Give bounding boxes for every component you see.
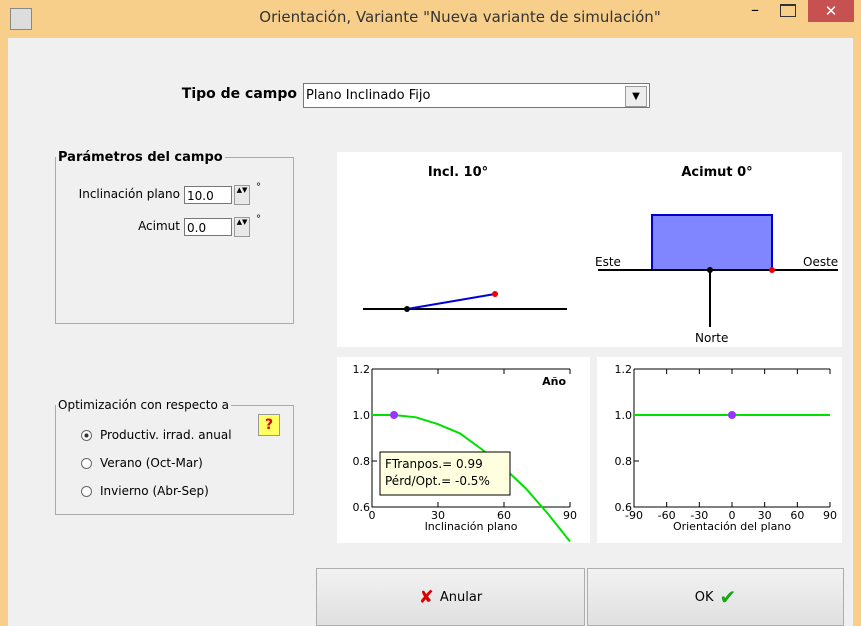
optimization-group: Optimización con respecto a — [55, 398, 294, 515]
x-tick-label: 60 — [497, 509, 511, 522]
params-group: Parámetros del campo — [55, 150, 294, 324]
x-tick-label: 90 — [823, 509, 837, 522]
field-label: Inclinación plano — [78, 187, 180, 201]
radio[interactable] — [81, 430, 92, 441]
curve — [372, 414, 571, 543]
corner-label: Año — [542, 375, 566, 388]
help-button[interactable]: ? — [258, 414, 280, 436]
x-tick-label: 0 — [369, 509, 376, 522]
tilt-chart: 0.6 0.8 1.0 1.2 0 30 60 90 Inclinación plano Año F… — [337, 357, 590, 543]
y-tick-label: 0.8 — [615, 455, 633, 468]
cancel-label: Anular — [439, 589, 483, 605]
field-unit: ° — [256, 214, 261, 225]
pivot-dot — [404, 306, 410, 312]
field-label: Acimut — [138, 219, 180, 233]
annotation-text: FTranpos.= 0.99 — [385, 457, 483, 471]
x-tick-label: 30 — [758, 509, 772, 522]
incl-label: Incl. 10° — [428, 165, 488, 180]
x-tick-label: 30 — [431, 509, 445, 522]
cancel-button[interactable]: ✘ Anular — [316, 568, 585, 626]
x-tick-label: 0 — [729, 509, 736, 522]
radio-label[interactable]: Invierno (Abr-Sep) — [100, 484, 209, 498]
field-type-label: Tipo de campo — [181, 86, 297, 102]
y-tick-label: 0.6 — [615, 501, 633, 514]
center-dot — [707, 267, 713, 273]
azimuth-chart: 0.6 0.8 1.0 1.2 -90 -60 -30 0 30 60 90 Orientación … — [597, 357, 842, 543]
field-input[interactable]: 10.0 — [184, 186, 232, 204]
radio[interactable] — [81, 458, 92, 469]
field-input[interactable]: 0.0 — [184, 218, 232, 236]
operating-point — [390, 411, 398, 419]
y-tick-label: 0.8 — [353, 455, 371, 468]
spinner[interactable]: ▲▼ — [234, 185, 250, 205]
y-tick-label: 1.0 — [353, 409, 371, 422]
azimuth-label: Acimut 0° — [681, 165, 752, 180]
spinner[interactable]: ▲▼ — [234, 217, 250, 237]
x-axis-label: Inclinación plano — [425, 520, 518, 533]
plane-end-dot — [492, 291, 498, 297]
y-tick-label: 1.0 — [615, 409, 633, 422]
y-tick-label: 1.2 — [353, 363, 371, 376]
chart-bg — [597, 357, 842, 543]
minimize-button[interactable]: – — [751, 0, 759, 19]
x-tick-label: -60 — [658, 509, 676, 522]
params-legend: Parámetros del campo — [58, 150, 223, 165]
app-icon — [10, 8, 32, 30]
ok-label: OK — [694, 589, 714, 605]
y-tick-label: 1.2 — [615, 363, 633, 376]
radio-label[interactable]: Productiv. irrad. anual — [100, 428, 232, 442]
azimuth-plane — [651, 214, 773, 271]
x-tick-label: -90 — [625, 509, 643, 522]
dropdown-arrow[interactable]: ▼ — [625, 86, 647, 107]
window-title: Orientación, Variante "Nueva variante de… — [259, 8, 661, 26]
x-tick-label: 90 — [563, 509, 577, 522]
west-label: Oeste — [803, 255, 838, 269]
optimization-legend: Optimización con respecto a — [58, 398, 229, 412]
orientation-diagram: Incl. 10° Acimut 0° Este Oeste Norte — [337, 152, 842, 347]
chart-bg — [337, 357, 590, 543]
field-unit: ° — [256, 182, 261, 193]
close-button[interactable]: ✕ — [808, 0, 854, 22]
annotation-box — [379, 451, 511, 496]
maximize-button[interactable] — [780, 4, 796, 17]
tilted-plane — [406, 293, 496, 310]
x-tick-label: 60 — [790, 509, 804, 522]
plane-corner-dot — [769, 267, 775, 273]
operating-point — [728, 411, 736, 419]
ok-button[interactable]: OK ✔ — [587, 568, 844, 626]
y-tick-label: 0.6 — [353, 501, 371, 514]
field-type-dropdown[interactable]: Plano Inclinado Fijo — [303, 83, 650, 108]
radio-label[interactable]: Verano (Oct-Mar) — [100, 456, 203, 470]
x-tick-label: -30 — [690, 509, 708, 522]
east-label: Este — [595, 255, 621, 269]
radio[interactable] — [81, 486, 92, 497]
x-axis-label: Orientación del plano — [673, 520, 791, 533]
north-label: Norte — [695, 331, 728, 345]
annotation-text: Pérd/Opt.= -0.5% — [385, 474, 490, 488]
